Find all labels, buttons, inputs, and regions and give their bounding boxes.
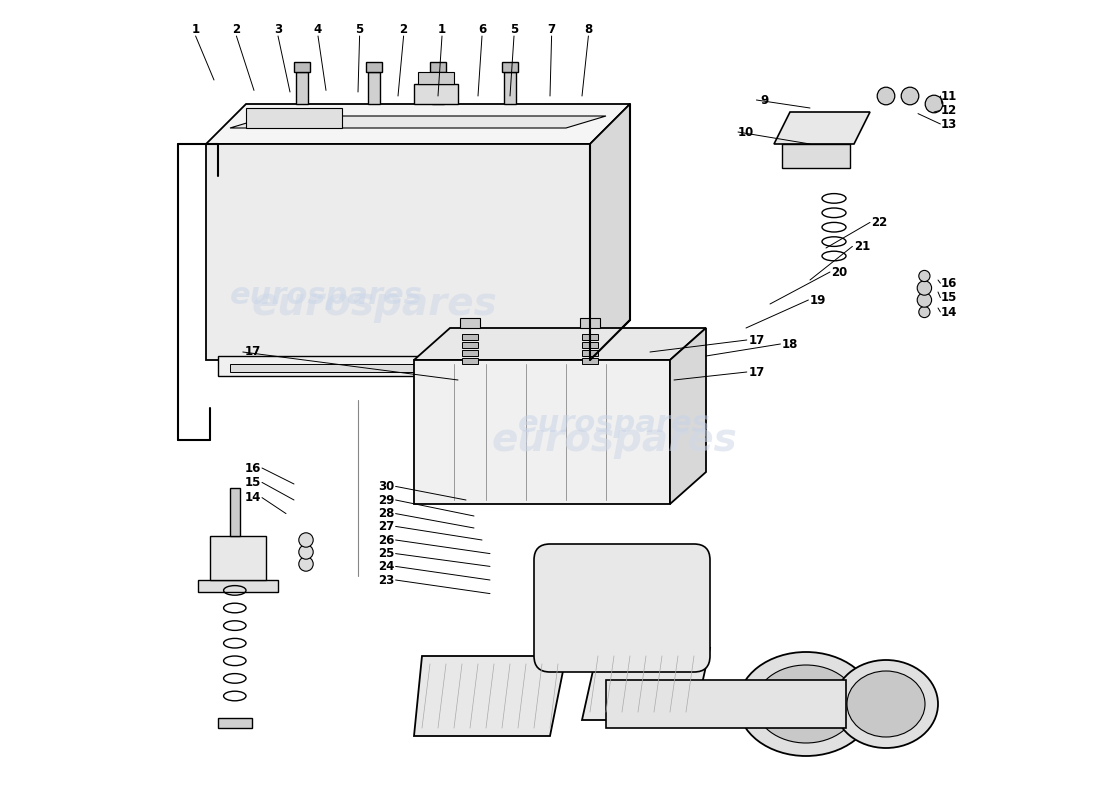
FancyBboxPatch shape <box>534 544 710 672</box>
Text: 15: 15 <box>940 291 957 304</box>
Text: 15: 15 <box>244 476 261 489</box>
Polygon shape <box>590 104 630 360</box>
Polygon shape <box>206 144 590 360</box>
Text: 17: 17 <box>748 366 764 378</box>
Bar <box>366 62 382 72</box>
Bar <box>368 72 379 104</box>
Text: 1: 1 <box>438 23 447 36</box>
Text: 14: 14 <box>940 306 957 318</box>
Polygon shape <box>230 364 574 372</box>
Circle shape <box>918 306 930 318</box>
Text: 3: 3 <box>274 23 282 36</box>
Text: 16: 16 <box>940 277 957 290</box>
Ellipse shape <box>834 660 938 748</box>
Bar <box>246 108 342 128</box>
Text: 24: 24 <box>377 560 394 573</box>
Bar <box>581 318 600 328</box>
Bar <box>462 358 478 364</box>
Text: 28: 28 <box>377 507 394 520</box>
Polygon shape <box>774 112 870 144</box>
Polygon shape <box>218 356 586 376</box>
Bar <box>414 84 458 104</box>
Text: eurospares: eurospares <box>491 421 737 459</box>
Polygon shape <box>206 104 630 144</box>
Text: 2: 2 <box>399 23 408 36</box>
Bar <box>418 72 454 84</box>
Circle shape <box>917 281 932 295</box>
Bar <box>432 72 443 104</box>
Text: 5: 5 <box>510 23 518 36</box>
Text: 27: 27 <box>378 520 394 533</box>
Polygon shape <box>414 656 566 736</box>
Text: 2: 2 <box>232 23 241 36</box>
Bar <box>430 62 446 72</box>
Text: 1: 1 <box>191 23 200 36</box>
Text: 9: 9 <box>760 94 769 106</box>
Text: 20: 20 <box>832 266 848 278</box>
Bar <box>606 680 846 728</box>
Ellipse shape <box>755 665 857 743</box>
Text: 17: 17 <box>748 334 764 346</box>
Circle shape <box>299 545 314 559</box>
Text: 12: 12 <box>940 104 957 117</box>
Text: 23: 23 <box>378 574 394 586</box>
Text: 13: 13 <box>940 118 957 130</box>
Polygon shape <box>230 116 606 128</box>
Circle shape <box>925 95 943 113</box>
Text: 18: 18 <box>782 338 799 350</box>
Bar <box>505 72 516 104</box>
Text: 25: 25 <box>377 547 394 560</box>
Text: 5: 5 <box>355 23 364 36</box>
Text: 6: 6 <box>477 23 486 36</box>
Bar <box>782 144 850 168</box>
Bar <box>582 334 598 340</box>
Text: eurospares: eurospares <box>251 285 497 323</box>
Text: eurospares: eurospares <box>230 282 422 310</box>
Bar <box>296 72 308 104</box>
Text: 16: 16 <box>244 462 261 474</box>
Circle shape <box>877 87 894 105</box>
Polygon shape <box>670 328 706 504</box>
Bar <box>218 718 252 728</box>
Bar <box>294 62 310 72</box>
Text: 21: 21 <box>854 240 870 253</box>
Bar <box>210 536 266 580</box>
Bar <box>230 488 240 536</box>
Bar <box>198 580 278 592</box>
Bar <box>461 318 480 328</box>
Bar <box>582 350 598 356</box>
Bar <box>502 62 518 72</box>
Text: 4: 4 <box>314 23 322 36</box>
Text: eurospares: eurospares <box>518 410 711 438</box>
Bar <box>462 334 478 340</box>
Text: 10: 10 <box>738 126 755 138</box>
Bar <box>582 342 598 348</box>
Polygon shape <box>414 328 706 360</box>
Circle shape <box>299 533 314 547</box>
Text: 7: 7 <box>548 23 556 36</box>
Text: 22: 22 <box>871 216 888 229</box>
Text: 8: 8 <box>584 23 593 36</box>
Polygon shape <box>414 360 670 504</box>
Circle shape <box>918 270 930 282</box>
Circle shape <box>901 87 918 105</box>
Ellipse shape <box>738 652 874 756</box>
Text: 11: 11 <box>940 90 957 102</box>
Text: 29: 29 <box>377 494 394 506</box>
Circle shape <box>917 293 932 307</box>
Polygon shape <box>582 648 710 720</box>
Circle shape <box>299 557 314 571</box>
Bar <box>462 342 478 348</box>
Text: 26: 26 <box>377 534 394 546</box>
Text: 17: 17 <box>244 346 261 358</box>
Bar <box>582 358 598 364</box>
Text: 14: 14 <box>244 491 261 504</box>
Bar <box>462 350 478 356</box>
Text: 19: 19 <box>810 294 826 306</box>
Ellipse shape <box>847 671 925 737</box>
Text: 30: 30 <box>378 480 394 493</box>
